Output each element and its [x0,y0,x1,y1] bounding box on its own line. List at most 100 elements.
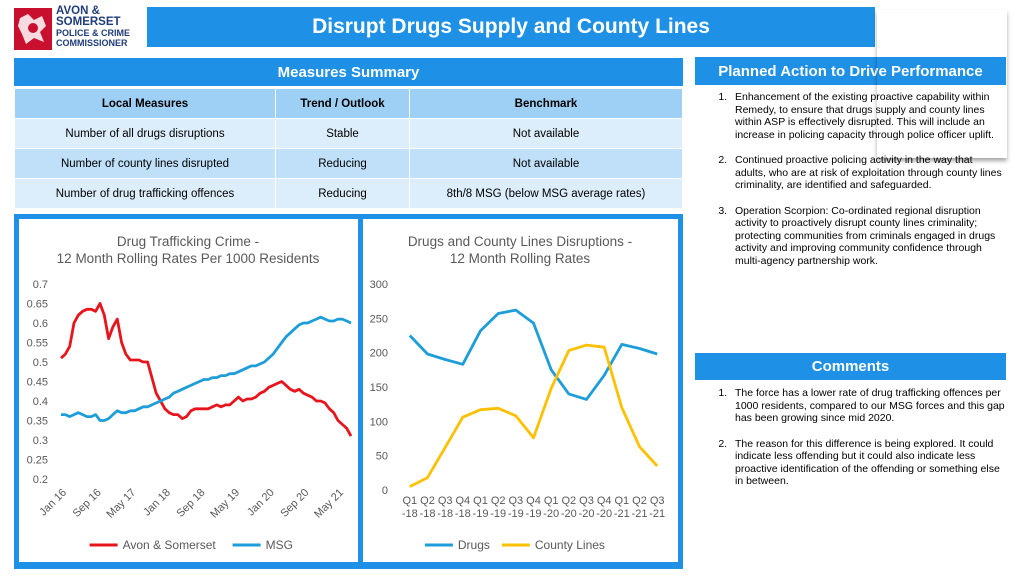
x-tick-label: -18 [437,508,453,520]
table-cell: Number of county lines disrupted [14,148,276,179]
y-tick-label: 300 [370,279,388,291]
x-tick-label: -18 [420,508,436,520]
y-tick-label: 0.45 [27,377,48,389]
x-tick-label: Sep 18 [174,487,207,520]
measures-table: Local Measures Trend / Outlook Benchmark… [14,88,683,209]
table-cell: Number of all drugs disruptions [14,118,276,149]
table-cell: Number of drug trafficking offences [14,178,276,209]
measures-summary-heading: Measures Summary [14,58,683,86]
series-line [61,315,352,422]
x-tick-label: Sep 20 [278,487,311,520]
column-header: Local Measures [14,88,276,119]
list-item: Enhancement of the existing proactive ca… [730,91,1006,141]
drug-trafficking-chart: Drug Trafficking Crime - 12 Month Rolling… [19,219,358,562]
series-line [409,343,659,488]
x-tick-label: Q2 [420,495,435,507]
legend-label: MSG [266,538,293,552]
y-tick-label: 250 [370,313,388,325]
series-line [60,302,353,437]
table-cell: 8th/8 MSG (below MSG average rates) [409,178,683,209]
page-title: Disrupt Drugs Supply and County Lines [147,7,875,47]
x-tick-label: Q2 [632,495,647,507]
x-tick-label: -20 [596,508,612,520]
x-tick-label: -18 [402,508,418,520]
x-tick-label: Q4 [455,495,470,507]
logo-emblem-icon [14,8,52,50]
planned-action-heading: Planned Action to Drive Performance [695,57,1006,85]
x-tick-label: -21 [649,508,665,520]
x-tick-label: Q1 [473,495,488,507]
y-tick-label: 0.4 [33,396,48,408]
x-tick-label: Q2 [491,495,506,507]
legend-label: County Lines [535,538,605,552]
x-tick-label: Jan 16 [37,487,69,519]
y-tick-label: 0.3 [33,435,48,447]
logo-line: AVON & [56,5,100,17]
y-tick-label: 0.65 [27,299,48,311]
x-tick-label: -20 [543,508,559,520]
series-line [408,308,658,401]
x-tick-label: May 19 [208,487,242,521]
list-item: The force has a lower rate of drug traff… [730,387,1006,425]
x-tick-label: May 17 [104,487,138,521]
table-cell: Stable [275,118,410,149]
legend-label: Drugs [458,538,490,552]
x-tick-label: -19 [508,508,524,520]
x-tick-label: Q1 [544,495,559,507]
logo-text: AVON & SOMERSET POLICE & CRIME COMMISSIO… [56,5,131,48]
column-header: Trend / Outlook [275,88,410,119]
x-tick-label: Jan 20 [245,487,277,519]
drug-trafficking-chart-svg: Drug Trafficking Crime - 12 Month Rolling… [27,234,353,552]
table-cell: Not available [409,118,683,149]
y-tick-label: 0.5 [33,357,48,369]
x-tick-label: -19 [490,508,506,520]
y-tick-label: 0.7 [33,279,48,291]
table-cell: Not available [409,148,683,179]
table-row: Number of county lines disrupted Reducin… [14,148,683,179]
y-tick-label: 0.55 [27,338,48,350]
logo-line: POLICE & CRIME [56,28,131,38]
x-tick-label: Q1 [614,495,629,507]
logo-line: COMMISSIONER [56,38,128,48]
chart-title: Drug Trafficking Crime - [117,234,259,249]
x-tick-label: Sep 16 [71,487,104,520]
logo-line: SOMERSET [56,16,121,28]
y-tick-label: 100 [370,416,388,428]
disruptions-chart: Drugs and County Lines Disruptions - 12 M… [363,219,678,562]
y-tick-label: 0 [382,485,388,497]
charts-frame: Drug Trafficking Crime - 12 Month Rolling… [14,214,683,569]
x-tick-label: -19 [473,508,489,520]
x-tick-label: May 21 [312,487,346,521]
planned-action-list: Enhancement of the existing proactive ca… [695,91,1006,280]
y-tick-label: 0.6 [33,318,48,330]
comments-list: The force has a lower rate of drug traff… [695,387,1006,501]
column-header: Benchmark [409,88,683,119]
chart-title: Drugs and County Lines Disruptions - [408,234,632,249]
x-tick-label: -18 [455,508,471,520]
x-tick-label: Q3 [508,495,523,507]
x-tick-label: -19 [526,508,542,520]
y-tick-label: 0.35 [27,416,48,428]
y-tick-label: 150 [370,382,388,394]
x-tick-label: Q3 [438,495,453,507]
x-tick-label: -20 [579,508,595,520]
y-tick-label: 0.25 [27,455,48,467]
table-row: Number of all drugs disruptions Stable N… [14,118,683,149]
y-tick-label: 0.2 [33,474,48,486]
x-tick-label: -20 [561,508,577,520]
x-tick-label: Jan 18 [141,487,173,519]
x-tick-label: Q4 [526,495,541,507]
chart-title: 12 Month Rolling Rates Per 1000 Resident… [57,251,320,266]
disruptions-chart-svg: Drugs and County Lines Disruptions - 12 M… [370,234,665,552]
y-tick-label: 50 [376,451,388,463]
x-tick-label: Q3 [650,495,665,507]
x-tick-label: Q4 [597,495,612,507]
x-tick-label: Q1 [402,495,417,507]
list-item: Operation Scorpion: Co-ordinated regiona… [730,205,1006,268]
pcc-logo: AVON & SOMERSET POLICE & CRIME COMMISSIO… [14,5,140,52]
table-row: Number of drug trafficking offences Redu… [14,178,683,209]
x-tick-label: Q2 [561,495,576,507]
table-cell: Reducing [275,148,410,179]
x-tick-label: -21 [632,508,648,520]
table-header-row: Local Measures Trend / Outlook Benchmark [14,88,683,119]
